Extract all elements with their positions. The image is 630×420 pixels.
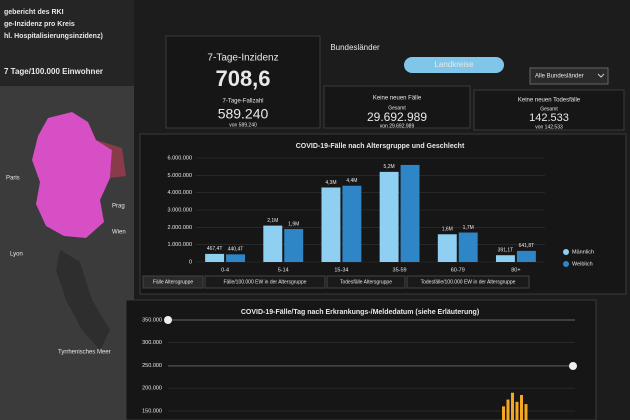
sidebar-title: hl. Hospitalisierungsinzidenz): [4, 33, 103, 40]
bar: [524, 404, 528, 420]
bar: [284, 229, 304, 262]
kpi-box: [165, 35, 321, 129]
bar: [516, 250, 536, 262]
map-label: Paris: [6, 176, 20, 182]
bar: [511, 392, 514, 420]
bar: [458, 232, 478, 262]
slider-handle[interactable]: [164, 316, 172, 324]
kpi-box: [323, 85, 471, 129]
kpi-title: 7-Tage-Inzidenz: [207, 53, 278, 64]
bar: [205, 253, 225, 262]
bar: [342, 185, 362, 262]
x-tick-label: 0-4: [221, 267, 229, 273]
chart-panel: [125, 299, 597, 420]
kpi-note: von 589.240: [229, 122, 257, 128]
map-label: Tyrrhenisches Meer: [58, 350, 111, 356]
kpi-subvalue: 589.240: [218, 106, 269, 122]
chart-title: COVID-19-Fälle/Tag nach Erkrankungs-/Mel…: [241, 309, 479, 316]
y-tick-label: 2.000.000: [168, 225, 192, 231]
chart-tab-label[interactable]: Fälle Altersgruppe: [153, 279, 194, 285]
map-land: [56, 250, 110, 350]
legend-label: Weiblich: [572, 261, 593, 267]
bar: [226, 254, 246, 262]
value-label: 4,4M: [346, 178, 357, 184]
bar: [321, 187, 341, 262]
bar: [502, 406, 505, 420]
sidebar-title: gebericht des RKI: [4, 9, 64, 16]
kpi-sublabel: Gesamt: [540, 106, 558, 112]
y-tick-label: 6.000.000: [168, 155, 192, 161]
kpi-title: Keine neuen Todesfälle: [518, 98, 581, 104]
x-tick-label: 80+: [511, 267, 520, 273]
chart-tab[interactable]: [204, 275, 326, 289]
value-label: 467,4T: [207, 246, 223, 252]
y-tick-label: 350.000: [142, 317, 162, 323]
y-tick-label: 4.000.000: [168, 190, 192, 196]
x-tick-label: 5-14: [278, 267, 289, 273]
bar: [437, 234, 457, 262]
tab-active[interactable]: [404, 57, 504, 73]
kpi-sublabel: Gesamt: [388, 105, 406, 111]
value-label: 4,3M: [325, 180, 336, 186]
x-tick-label: 35-59: [393, 267, 407, 273]
value-label: 5,2M: [384, 164, 395, 170]
kpi-title: Keine neuen Fälle: [373, 96, 422, 102]
y-tick-label: 300.000: [142, 340, 162, 346]
y-tick-label: 250.000: [142, 363, 162, 369]
y-tick-label: 150.000: [142, 408, 162, 414]
bar: [506, 399, 510, 420]
bar: [263, 225, 283, 262]
map-region: [96, 140, 126, 178]
tab[interactable]: Bundesländer: [330, 43, 380, 52]
bar: [515, 401, 519, 420]
value-label: 440,4T: [228, 247, 244, 253]
bar: [520, 395, 523, 420]
y-tick-label: 200.000: [142, 386, 162, 392]
legend-swatch: [563, 249, 569, 255]
value-label: 1,7M: [463, 225, 474, 231]
map-label: Wien: [112, 230, 126, 236]
x-tick-label: 15-34: [334, 267, 348, 273]
tab[interactable]: Landkreise: [434, 60, 474, 69]
value-label: 391,1T: [498, 248, 514, 254]
dropdown-label[interactable]: Alle Bundesländer: [535, 74, 584, 80]
dropdown[interactable]: [529, 67, 609, 85]
kpi-note: von 142.533: [535, 124, 563, 130]
kpi-sublabel: 7-Tage-Fallzahl: [222, 99, 263, 105]
value-label: 641,8T: [519, 243, 535, 249]
legend-label: Männlich: [572, 249, 594, 255]
kpi-subvalue: 29.692.989: [367, 110, 427, 124]
value-label: 1,6M: [442, 227, 453, 233]
y-tick-label: 5.000.000: [168, 173, 192, 179]
value-label: 1,9M: [288, 221, 299, 227]
value-label: 2,1M: [267, 218, 278, 224]
bar: [495, 255, 515, 262]
map-title: 7 Tage/100.000 Einwohner: [4, 67, 103, 76]
map-label: Prag: [112, 204, 125, 210]
chart-tab[interactable]: [326, 275, 406, 289]
map-label: Lyon: [10, 252, 23, 258]
sidebar-title: ge-Inzidenz pro Kreis: [4, 21, 75, 28]
chart-tab-label[interactable]: Fälle/100.000 EW in der Altersgruppe: [223, 279, 306, 285]
slider-handle[interactable]: [569, 362, 577, 370]
y-tick-label: 1.000.000: [168, 242, 192, 248]
legend-swatch: [563, 261, 569, 267]
kpi-value: 708,6: [215, 66, 270, 91]
y-tick-label: 0: [189, 259, 192, 265]
bar: [400, 164, 420, 262]
kpi-box: [473, 89, 625, 131]
x-tick-label: 60-79: [451, 267, 465, 273]
kpi-subvalue: 142.533: [529, 112, 569, 124]
chart-tab-label[interactable]: Todesfälle/100.000 EW in der Altersgrupp…: [421, 279, 516, 285]
chart-tab[interactable]: [142, 275, 204, 289]
dropdown-arrow: [597, 73, 605, 78]
chart-title: COVID-19-Fälle nach Altersgruppe und Ges…: [296, 143, 465, 150]
chart-tab[interactable]: [406, 275, 530, 289]
bar: [379, 171, 399, 262]
y-tick-label: 3.000.000: [168, 207, 192, 213]
map-region: [32, 112, 112, 238]
chart-tab-label[interactable]: Todesfälle Altersgruppe: [340, 279, 392, 285]
kpi-note: von 29.692.989: [380, 123, 415, 129]
